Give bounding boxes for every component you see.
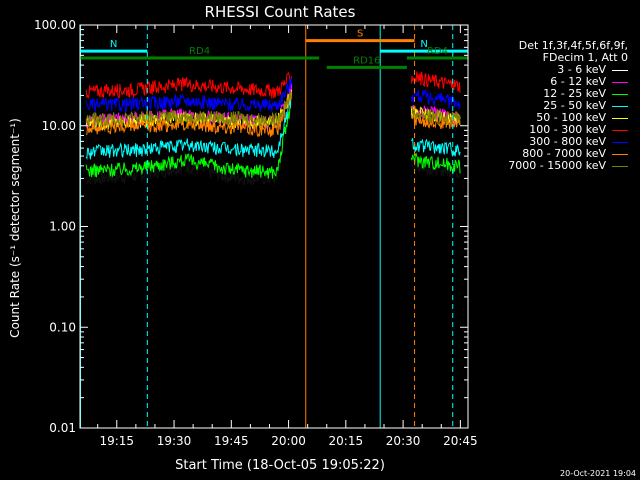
x-tick-label: 19:45 xyxy=(214,434,249,448)
legend-label: 12 - 25 keV xyxy=(543,87,606,100)
series-line xyxy=(85,93,293,129)
x-tick-label: 19:15 xyxy=(99,434,134,448)
series-line xyxy=(85,94,293,179)
series-line xyxy=(410,138,461,157)
series-line xyxy=(85,101,293,187)
series-line xyxy=(85,71,293,99)
legend-entry: 800 - 7000 keV xyxy=(468,148,628,160)
legend-label: 3 - 6 keV xyxy=(557,63,606,76)
state-marker-label: RD16 xyxy=(353,55,380,66)
legend-label: 800 - 7000 keV xyxy=(522,147,606,160)
legend-swatch xyxy=(612,69,628,71)
series-line xyxy=(410,152,461,174)
legend-swatch xyxy=(612,93,628,95)
legend-swatch xyxy=(612,129,628,131)
series-line xyxy=(85,77,293,113)
legend-entry: 300 - 800 keV xyxy=(468,136,628,148)
x-tick-label: 20:00 xyxy=(271,434,306,448)
legend-header-line-1: Det 1f,3f,4f,5f,6f,9f, xyxy=(518,39,628,52)
legend-swatch xyxy=(612,141,628,143)
legend-entry: 3 - 6 keV xyxy=(468,64,628,76)
legend-swatch xyxy=(612,117,628,119)
y-axis-label: Count Rate (s⁻¹ detector segment⁻¹) xyxy=(8,118,22,338)
legend-label: 6 - 12 keV xyxy=(550,75,606,88)
series-line xyxy=(85,92,293,161)
series-line xyxy=(85,92,293,138)
legend-swatch xyxy=(612,153,628,155)
state-marker-label: S xyxy=(357,29,363,40)
legend-swatch xyxy=(612,105,628,107)
legend-entry: 100 - 300 keV xyxy=(468,124,628,136)
state-marker-label: N xyxy=(110,39,117,50)
state-marker-label: RD4 xyxy=(189,46,210,57)
series-line xyxy=(410,105,461,126)
legend: Det 1f,3f,4f,5f,6f,9f, FDecim 1, Att 0 3… xyxy=(468,40,628,172)
chart-title: RHESSI Count Rates xyxy=(205,3,356,21)
state-marker-label: N xyxy=(420,39,427,50)
x-tick-label: 20:15 xyxy=(329,434,364,448)
legend-label: 7000 - 15000 keV xyxy=(508,159,606,172)
y-tick-label: 0.01 xyxy=(49,421,76,435)
plot-timestamp: 20-Oct-2021 19:04 xyxy=(560,469,636,478)
series-line xyxy=(410,89,461,109)
x-tick-label: 20:30 xyxy=(386,434,421,448)
x-tick-label: 19:30 xyxy=(157,434,192,448)
legend-label: 300 - 800 keV xyxy=(529,135,606,148)
y-tick-label: 10.00 xyxy=(42,119,76,133)
legend-label: 50 - 100 keV xyxy=(536,111,606,124)
legend-entry: 7000 - 15000 keV xyxy=(468,160,628,172)
y-tick-label: 0.10 xyxy=(49,320,76,334)
x-tick-label: 20:45 xyxy=(443,434,478,448)
legend-entry: 6 - 12 keV xyxy=(468,76,628,88)
legend-label: 100 - 300 keV xyxy=(529,123,606,136)
legend-label: 25 - 50 keV xyxy=(543,99,606,112)
legend-swatch xyxy=(612,165,628,167)
state-marker-label: RD4 xyxy=(427,46,448,57)
series-line xyxy=(410,71,461,94)
legend-entry: 50 - 100 keV xyxy=(468,112,628,124)
legend-entry: 25 - 50 keV xyxy=(468,100,628,112)
legend-swatch xyxy=(612,81,628,83)
legend-header-line-2: FDecim 1, Att 0 xyxy=(542,51,628,64)
series-line xyxy=(410,113,461,130)
y-tick-label: 100.00 xyxy=(34,18,76,32)
y-tick-label: 1.00 xyxy=(49,220,76,234)
x-axis-label: Start Time (18-Oct-05 19:05:22) xyxy=(175,458,385,473)
legend-entry: 12 - 25 keV xyxy=(468,88,628,100)
